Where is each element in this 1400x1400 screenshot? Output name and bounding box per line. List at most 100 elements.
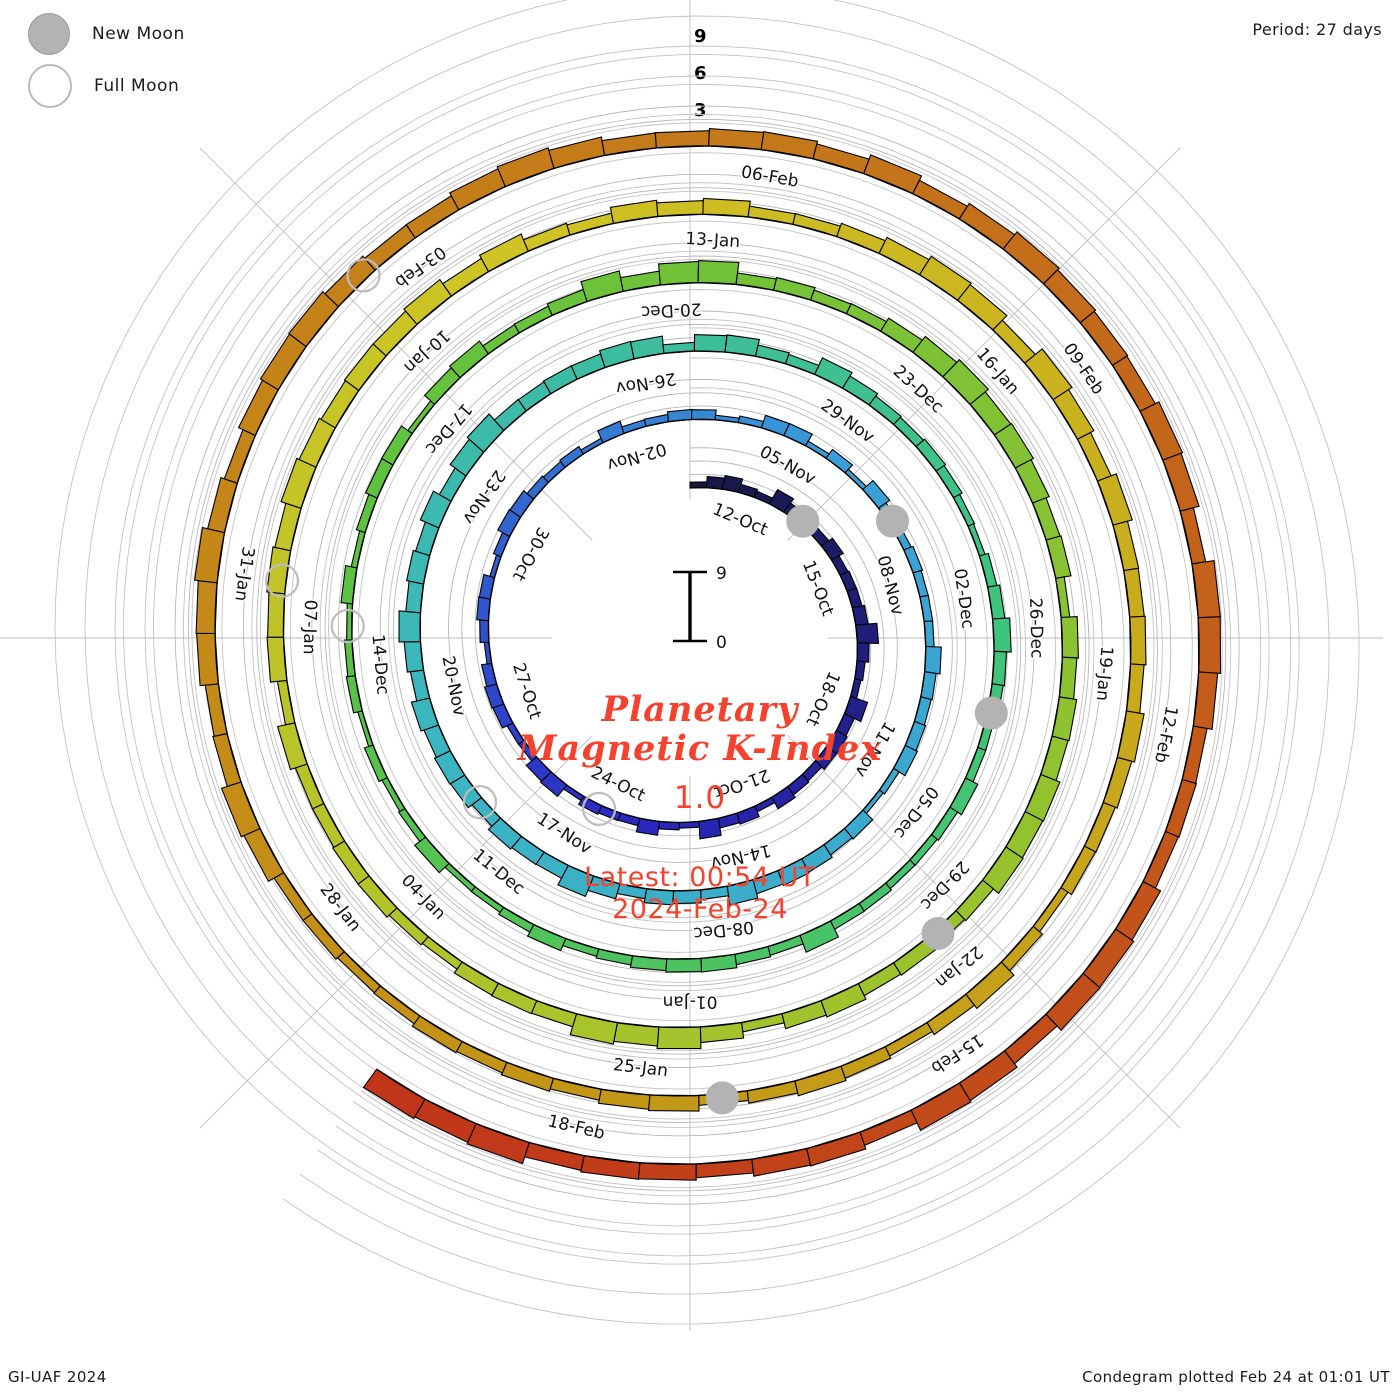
kp-bar	[892, 416, 925, 448]
kp-bar	[1060, 845, 1097, 896]
kp-bar	[517, 739, 538, 762]
legend-item-new-moon: New Moon	[22, 8, 322, 60]
kp-bar	[601, 132, 657, 157]
new-moon-marker	[705, 1081, 739, 1115]
kp-bar	[912, 569, 929, 598]
kp-bar	[372, 985, 421, 1025]
date-label: 05-Nov	[756, 442, 819, 489]
kp-bar	[658, 260, 700, 286]
date-label: 14-Nov	[709, 840, 773, 873]
date-label: 02-Dec	[949, 567, 977, 630]
full-moon-marker	[581, 791, 617, 827]
kp-bar	[737, 415, 765, 429]
kp-bar	[656, 1026, 702, 1050]
kp-bar	[398, 610, 422, 643]
new-moon-icon	[28, 13, 70, 55]
kp-bar	[747, 205, 797, 226]
date-label: 02-Nov	[605, 438, 669, 474]
kp-bar	[381, 776, 406, 813]
date-label: 01-Jan	[663, 991, 718, 1011]
kp-bar	[672, 889, 702, 905]
date-label: 06-Feb	[740, 162, 800, 192]
date-label: 20-Dec	[640, 298, 702, 321]
kp-bar	[637, 1162, 697, 1181]
kp-bar	[859, 1109, 918, 1147]
kp-bar	[1181, 725, 1208, 784]
kp-bar	[345, 675, 363, 714]
legend-label-new-moon: New Moon	[92, 24, 185, 44]
kp-bar	[754, 344, 791, 365]
kp-bar	[597, 805, 622, 822]
kp-bar	[965, 961, 1015, 1010]
kp-bar	[546, 288, 588, 317]
kp-bar	[442, 257, 490, 297]
kp-bar	[274, 502, 302, 552]
kp-bar	[930, 806, 959, 842]
kp-bar	[915, 438, 947, 472]
kp-bar	[570, 352, 606, 380]
moon-markers	[264, 258, 1008, 1115]
kp-bar	[500, 1061, 555, 1093]
kp-bar	[273, 871, 313, 922]
kp-bar	[405, 195, 460, 239]
date-label: 12-Oct	[710, 499, 771, 540]
full-moon-marker	[330, 608, 365, 644]
date-label: 19-Jan	[1092, 645, 1117, 701]
date-label: 13-Jan	[685, 229, 741, 252]
kp-bar	[479, 619, 490, 643]
kp-bar	[336, 950, 382, 994]
kp-bar	[423, 724, 452, 759]
kp-bar	[955, 879, 995, 922]
kp-bar	[1129, 615, 1147, 666]
kp-bar	[773, 276, 816, 301]
kp-bar	[212, 732, 242, 788]
period-label: Period: 27 days	[1252, 20, 1382, 39]
full-moon-marker	[462, 784, 498, 820]
kp-bar	[794, 1065, 847, 1097]
kp-bar	[693, 334, 728, 353]
date-label: 07-Jan	[299, 599, 321, 654]
full-moon-marker	[346, 258, 381, 293]
date-label: 26-Dec	[1025, 597, 1047, 658]
kp-bar	[806, 1131, 867, 1167]
kp-bar	[858, 882, 893, 912]
kp-bar	[621, 418, 647, 435]
kp-bar	[878, 236, 930, 276]
kp-bar	[492, 531, 511, 558]
kp-bar	[740, 1013, 785, 1033]
kp-bar	[1040, 735, 1069, 782]
date-label: 08-Dec	[692, 916, 755, 943]
kp-bar	[324, 255, 376, 308]
kp-bar	[697, 260, 740, 285]
kp-bar	[862, 154, 923, 195]
date-label: 27-Oct	[508, 661, 545, 722]
plotted-label: Condegram plotted Feb 24 at 01:01 UT	[1082, 1368, 1390, 1386]
date-label: 18-Oct	[801, 668, 843, 729]
kp-bar	[195, 579, 218, 635]
date-label: 24-Oct	[588, 763, 649, 807]
kp-bar	[958, 202, 1016, 250]
scale-bar-top-label: 9	[716, 564, 727, 584]
full-moon-marker	[264, 563, 300, 598]
kp-bar	[407, 399, 436, 435]
kp-bar	[549, 1077, 602, 1101]
kp-bar	[910, 1082, 972, 1131]
kp-bar	[331, 840, 370, 885]
kp-bar	[903, 545, 924, 574]
radial-tick-6: 6	[694, 63, 707, 84]
kp-bar	[949, 777, 979, 816]
date-label: 26-Nov	[614, 368, 677, 398]
kp-bar	[542, 365, 578, 395]
copyright-label: GI-UAF 2024	[8, 1368, 107, 1386]
full-moon-icon	[28, 64, 72, 108]
kp-bar	[1179, 507, 1207, 565]
kp-bar	[497, 906, 535, 933]
legend-label-full-moon: Full Moon	[94, 76, 180, 96]
date-label: 21-Oct	[711, 764, 772, 802]
radial-tick-9: 9	[694, 26, 707, 47]
kp-bar	[992, 319, 1037, 364]
kp-bar	[952, 493, 976, 527]
kp-bar	[453, 961, 500, 996]
kp-bar	[926, 993, 976, 1036]
date-label: 30-Oct	[508, 524, 553, 585]
